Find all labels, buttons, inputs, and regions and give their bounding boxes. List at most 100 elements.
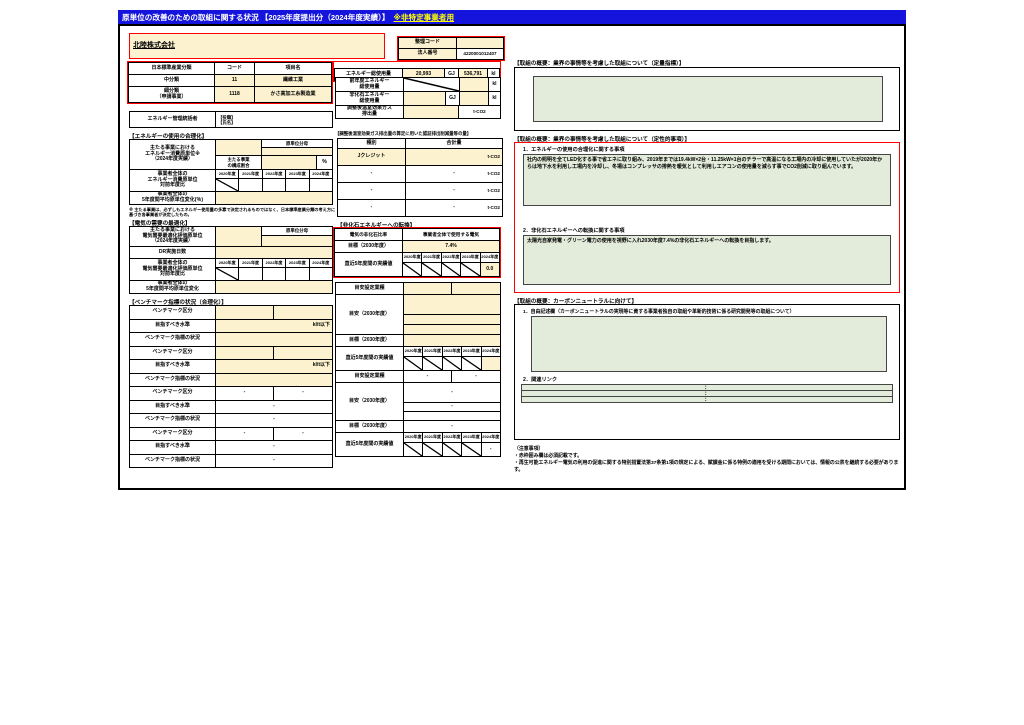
elec-year-2023: 2023年度 [286,259,310,268]
nf2-year-2020: 2020年度 [404,347,424,357]
recent3-label: 直近5年度間の実績値 [336,433,404,457]
nonfossil-kl[interactable] [460,92,489,106]
main-biz-share-value[interactable] [262,156,317,170]
ghg-row-type[interactable]: - [338,200,406,217]
elec-yoy-label: 事業者全体の 電気需要最適化評価原単位 対前年度比 [130,259,216,281]
ghg-unit: t-CO2 [487,188,500,194]
denominator-value[interactable] [262,148,333,156]
elec-yoy-2022[interactable] [262,268,287,281]
guide-industry-a[interactable] [404,283,452,295]
seiri-code-label: 整理コード [399,38,457,49]
nonfossil-gj[interactable] [404,92,446,106]
energy-manager-value[interactable]: 【役職】 【氏名】 [216,112,333,129]
elec-intensity-value[interactable] [216,227,262,247]
nf3-2023-na [462,443,482,457]
benchmark-target-label: 目指すべき水準 [130,319,216,333]
target3-2030-value[interactable]: - [404,421,501,433]
elec-denominator-value[interactable] [262,236,333,247]
benchmark-category-b[interactable]: - [274,387,333,401]
elec-yoy-2023[interactable] [286,268,310,281]
benchmark-status-value[interactable] [216,373,333,387]
benchmark-target-value[interactable]: - [216,400,333,414]
elec-year-2021: 2021年度 [239,259,263,268]
nonfossil-target-value[interactable]: 7.4% [403,241,500,253]
nonfossil-target-label: 目標（2030年度） [335,241,403,253]
benchmark-status-label: ベンチマーク指標の状況 [130,333,216,347]
yoy-2022[interactable] [262,179,287,192]
benchmark-category-a[interactable] [216,306,274,320]
target2-2030-value[interactable] [404,335,501,347]
yoy-2024[interactable] [309,179,333,192]
elec-yoy-2021[interactable] [239,268,263,281]
guide2-2030-value-1[interactable]: - [404,383,501,403]
nf3-2020-na [404,443,424,457]
ghg-row-type[interactable]: - [338,166,406,183]
ghg-row-value[interactable]: - t-CO2 [406,200,503,217]
year-2022: 2022年度 [262,170,287,179]
yoy-2021[interactable] [239,179,263,192]
saibunrui-name[interactable]: かさ高加工糸製造業 [255,87,332,103]
footer-notes: （注意事項） ・赤枠囲み欄は必須記載です。 ・再生可能エネルギー電気の利用の促進… [514,446,902,474]
elec-yoy-2024[interactable] [309,268,333,281]
benchmark-category-b[interactable] [274,346,333,360]
cn-freetext-textarea[interactable] [531,316,887,372]
saibunrui-label: 細分類 （申請事業） [129,87,215,103]
adjusted-ghg-value[interactable] [404,106,459,119]
benchmark-category-a[interactable]: - [216,387,274,401]
guide-industry2-b[interactable]: - [452,371,501,383]
report-page: 原単位の改善のための取組に関する状況 【2025年度提出分（2024年度実績）】… [118,10,906,490]
nf2-2024-value[interactable] [481,357,501,371]
benchmark-category-a[interactable]: - [216,427,274,441]
year-2021: 2021年度 [239,170,263,179]
yoy-2023[interactable] [286,179,310,192]
benchmark-target-label: 目指すべき水準 [130,360,216,374]
benchmark-status-value[interactable]: - [216,414,333,428]
corporate-number-value[interactable]: 4220001012407 [457,49,504,60]
benchmark-target-value[interactable]: - [216,441,333,455]
rationalization-header: 【エネルギーの使用の合理化】 [129,134,208,140]
overview2-item2-textarea[interactable]: 太陽光自家発電・グリーン電力の使用を視野に入れ2030年度7.4%の非化石エネル… [523,235,891,285]
chubunrui-name[interactable]: 繊維工業 [255,75,332,87]
ghg-row-type[interactable]: - [338,183,406,200]
guide-2030-value-2[interactable] [404,315,501,325]
nonfossil-header: 【非化石エネルギーへの転換】 [337,223,416,229]
ghg-row-value[interactable]: - t-CO2 [406,166,503,183]
benchmark-status-value[interactable] [216,333,333,347]
guide-industry2-a[interactable]: - [404,371,452,383]
nf3-2021-na [423,443,443,457]
ghg-row-value[interactable]: t-CO2 [406,149,503,166]
benchmark-category-b[interactable] [274,306,333,320]
company-name-field[interactable]: 北陸株式会社 [129,33,385,59]
benchmark-category-b[interactable]: - [274,427,333,441]
benchmark-target-value[interactable]: kl/t以下 [216,360,333,374]
elec-avg-change-value[interactable] [216,281,333,294]
share-percent-unit: ％ [317,156,333,170]
benchmark-status-value[interactable]: - [216,454,333,468]
avg-change-value[interactable] [216,192,333,205]
overview1-textarea[interactable] [533,76,883,122]
main-biz-intensity-value[interactable] [216,140,262,156]
benchmark-category-a[interactable] [216,346,274,360]
guide2-2030-value-2[interactable]: - [404,403,501,412]
rationalization-table: 主たる事業における エネルギー消費原単位※ （2024年度実績） 原単位分母 主… [129,139,333,205]
saibunrui-code[interactable]: 1118 [215,87,255,103]
yoy-2020-na [216,179,240,192]
guide-industry-b[interactable] [452,283,501,295]
related-link-row[interactable]: ： [521,396,893,403]
guide-2030-value-3[interactable] [404,325,501,335]
nf-2024-value[interactable]: 0.0 [480,263,500,277]
industry-header-row: 日本標準産業分類 コード 項目名 [129,63,332,75]
benchmark-target-value[interactable]: kl/t以下 [216,319,333,333]
year-2023: 2023年度 [286,170,310,179]
ghg-row-type[interactable]: Jクレジット [338,149,406,166]
chubunrui-code[interactable]: 11 [215,75,255,87]
ghg-value: - [453,187,455,194]
prev-energy-kl[interactable] [460,78,489,92]
guide-2030-value-1[interactable] [404,295,501,315]
overview2-item1-textarea[interactable]: 社内の照明を全てLED化する事で省エネに取り組み、2019年までは19.4kW×… [523,154,891,206]
seiri-code-value[interactable] [457,38,504,49]
dr-days-value[interactable] [216,247,333,259]
nf3-2024-value[interactable]: - [481,443,501,457]
ghg-row-value[interactable]: - t-CO2 [406,183,503,200]
guide2-2030-value-3[interactable] [404,412,501,421]
